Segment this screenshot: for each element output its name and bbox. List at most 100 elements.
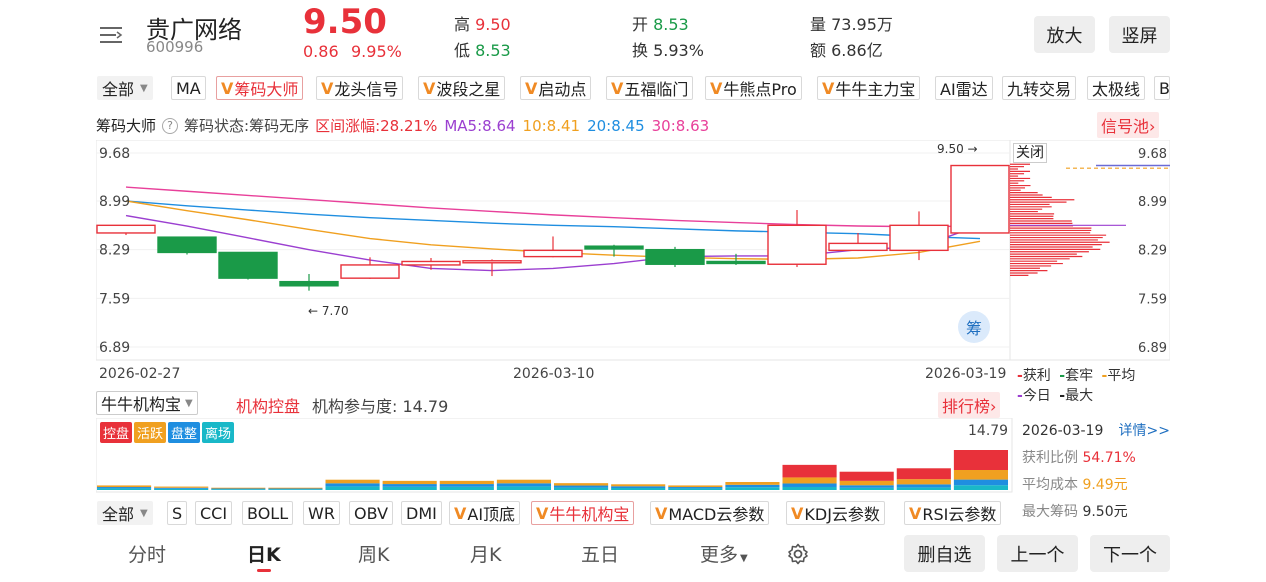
y-tick-left: 7.59 — [99, 291, 130, 307]
open-field: 开 8.53 — [632, 11, 689, 35]
btag-ai-top-bottom[interactable]: V AI顶底 — [449, 501, 521, 525]
tag-label: 筹码大师 — [234, 80, 299, 99]
chip-distribution — [1010, 163, 1170, 276]
btag-institution[interactable]: V 牛牛机构宝 — [531, 501, 635, 525]
candle-body — [462, 260, 522, 264]
previous-stock-button[interactable]: 上一个 — [997, 535, 1078, 572]
institution-bar — [97, 485, 152, 488]
low-value: 8.53 — [475, 41, 511, 60]
gear-icon[interactable] — [786, 542, 810, 566]
tab-monthly-k[interactable]: 月K — [470, 544, 502, 566]
bottom-all-dropdown[interactable]: 全部 ▼ — [97, 501, 153, 525]
today-legend: -今日 — [1017, 388, 1051, 404]
institution-bar — [953, 485, 1008, 490]
tag-wave-star[interactable]: V 波段之星 — [418, 76, 506, 100]
tag-bull-bear-pro[interactable]: V 牛熊点Pro — [705, 76, 802, 100]
tag-label: 五福临门 — [624, 80, 689, 99]
candle-body — [523, 249, 583, 258]
institution-bar — [725, 487, 780, 490]
sub-indicator-select[interactable]: 牛牛机构宝 ▼ — [96, 391, 198, 415]
btag-kdj-cloud[interactable]: V KDJ云参数 — [786, 501, 885, 525]
institution-bar — [782, 477, 837, 484]
low-label: 低 — [454, 41, 471, 60]
btag-cci[interactable]: CCI — [195, 501, 233, 525]
tag-ai-radar[interactable]: AI雷达 — [935, 76, 993, 100]
btag-label: MACD云参数 — [668, 505, 765, 524]
low-field: 低 8.53 — [454, 37, 511, 61]
btag-boll[interactable]: BOLL — [242, 501, 294, 525]
institution-bar — [611, 488, 666, 490]
ma30-line — [125, 186, 981, 228]
chip-close-button[interactable]: 关闭 — [1013, 143, 1047, 163]
institution-bar — [97, 488, 152, 490]
rank-link[interactable]: 排行榜› — [938, 392, 1001, 418]
tag-chip-master[interactable]: V 筹码大师 — [216, 76, 304, 100]
participation: 机构参与度: 14.79 — [312, 397, 449, 416]
y-tick-left: 6.89 — [99, 340, 130, 356]
institution-bar — [782, 486, 837, 490]
tab-more[interactable]: 更多 ▼ — [700, 540, 748, 567]
v-icon: V — [525, 78, 538, 98]
institution-bar — [839, 471, 894, 481]
legend-title: 筹码大师 — [96, 117, 157, 135]
signal-pool-link[interactable]: 信号池› — [1097, 112, 1160, 138]
btag-dmi[interactable]: DMI — [401, 501, 442, 525]
portrait-button[interactable]: 竖屏 — [1109, 16, 1170, 53]
institution-bar — [554, 483, 609, 486]
tab-daily-k[interactable]: 日K — [247, 540, 281, 572]
detail-link[interactable]: 详情>> — [1118, 423, 1170, 439]
tag-leader-signal[interactable]: V 龙头信号 — [316, 76, 404, 100]
tag-main-force[interactable]: V 牛牛主力宝 — [817, 76, 921, 100]
menu-icon[interactable] — [99, 25, 123, 45]
amount-field: 额 6.86亿 — [810, 37, 883, 61]
btag-s[interactable]: S — [167, 501, 188, 525]
institution-bar — [896, 479, 951, 485]
candle-body — [950, 164, 1010, 234]
institution-bar — [953, 450, 1008, 470]
btag-macd-cloud[interactable]: V MACD云参数 — [650, 501, 770, 525]
avg-cost-label: 平均成本 — [1022, 477, 1078, 493]
institution-bar — [439, 486, 494, 490]
v-icon: V — [454, 503, 467, 523]
tab-intraday[interactable]: 分时 — [128, 544, 167, 566]
current-price: 9.50 — [303, 2, 387, 42]
tab-weekly-k[interactable]: 周K — [358, 544, 390, 566]
candle-body — [96, 224, 156, 234]
chip-badge-button[interactable]: 筹 — [958, 311, 990, 343]
tag-nine-turn[interactable]: 九转交易 — [1002, 76, 1077, 100]
price-change-pct: 9.95% — [351, 42, 402, 61]
tag-start-point[interactable]: V 启动点 — [520, 76, 592, 100]
x-tick-1: 2026-03-10 — [513, 366, 595, 382]
institution-bar — [496, 486, 551, 490]
tag-ma[interactable]: MA — [171, 76, 206, 100]
tag-five-blessings[interactable]: V 五福临门 — [606, 76, 694, 100]
zoom-button[interactable]: 放大 — [1034, 16, 1095, 53]
tag-taiji[interactable]: 太极线 — [1087, 76, 1146, 100]
candle-body — [645, 248, 705, 265]
tab-five-day[interactable]: 五日 — [581, 544, 620, 566]
btag-wr[interactable]: WR — [303, 501, 340, 525]
tab-daily-label: 日K — [247, 544, 281, 566]
institution-bar — [439, 480, 494, 485]
ma30-value: 30:8.63 — [651, 116, 710, 135]
candle-body — [889, 224, 949, 252]
turnover-field: 换 5.93% — [632, 37, 704, 61]
legend-control: 控盘 — [100, 422, 133, 443]
btag-rsi-cloud[interactable]: V RSI云参数 — [904, 501, 1002, 525]
high-value: 9.50 — [475, 15, 511, 34]
next-stock-button[interactable]: 下一个 — [1090, 535, 1170, 572]
candle-body — [218, 251, 278, 279]
dropdown-arrow-icon: ▼ — [140, 82, 148, 94]
bottom-all-label: 全部 — [102, 505, 135, 524]
help-icon[interactable]: ? — [162, 117, 179, 134]
indicator-all-dropdown[interactable]: 全部 ▼ — [97, 76, 153, 100]
v-icon: V — [710, 78, 723, 98]
kline-chart[interactable]: 9.68 9.68 8.99 8.99 8.29 8.29 7.59 7.59 6.89 6.89 — [96, 140, 1170, 362]
institution-bar — [839, 485, 894, 488]
delete-watchlist-button[interactable]: 删自选 — [904, 535, 985, 572]
tag-more-b[interactable]: B — [1154, 76, 1170, 100]
candle-body — [584, 245, 644, 250]
btag-obv[interactable]: OBV — [349, 501, 394, 525]
ma20-line — [125, 200, 981, 240]
y-tick-right: 9.68 — [1138, 147, 1167, 162]
